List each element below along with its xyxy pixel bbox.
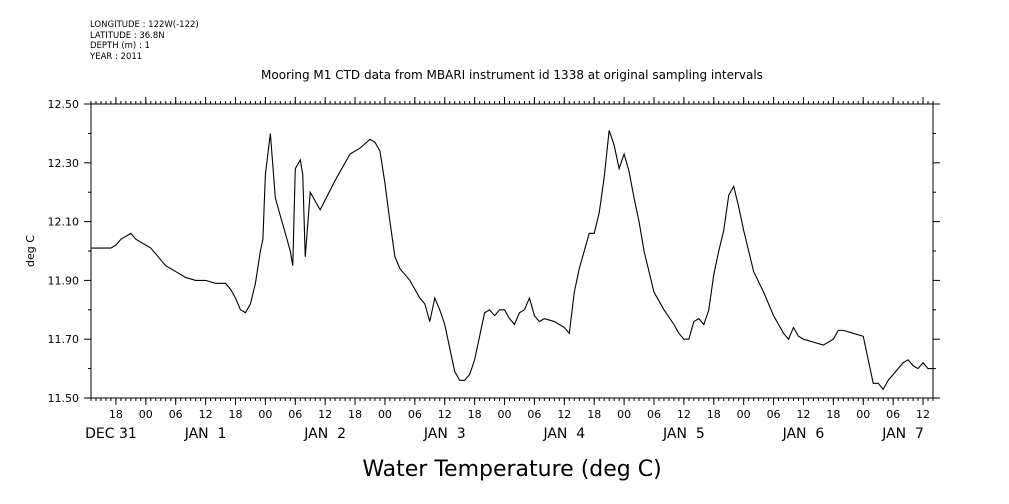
- x-hour-tick-label: 00: [856, 408, 870, 421]
- x-hour-tick-label: 06: [408, 408, 422, 421]
- metadata-block: LONGITUDE : 122W(-122) LATITUDE : 36.8N …: [90, 20, 199, 62]
- x-hour-tick-label: 18: [348, 408, 362, 421]
- chart-bottom-title: Water Temperature (deg C): [362, 457, 661, 482]
- x-hour-tick-label: 06: [527, 408, 541, 421]
- y-tick-label: 11.70: [48, 333, 80, 346]
- y-tick-label: 11.90: [48, 274, 80, 287]
- y-tick-label: 12.10: [48, 216, 80, 229]
- x-hour-tick-label: 18: [468, 408, 482, 421]
- x-day-label: JAN 2: [303, 426, 346, 442]
- x-hour-tick-label: 00: [258, 408, 272, 421]
- x-hour-tick-label: 00: [378, 408, 392, 421]
- x-hour-tick-label: 12: [438, 408, 452, 421]
- x-axis-ticks: 18 00 06 12 18 00 06 12 18 00 06 12 18 00 06 12 18 00 06 12…: [85, 97, 930, 442]
- depth-label: DEPTH (m) : 1: [90, 41, 150, 51]
- x-day-label: JAN 5: [662, 426, 705, 442]
- x-hour-tick-label: 12: [199, 408, 213, 421]
- y-tick-label: 12.30: [48, 157, 80, 170]
- x-day-label: JAN 7: [881, 426, 924, 442]
- latitude-label: LATITUDE : 36.8N: [90, 30, 165, 41]
- x-hour-tick-label: 00: [617, 408, 631, 421]
- y-axis-ticks: 11.50 11.70 11.90 12.10 12.30 12.50: [48, 98, 940, 405]
- hour-minor-ticks: [90, 101, 934, 401]
- x-hour-tick-label: 00: [737, 408, 751, 421]
- x-day-label: DEC 31: [85, 426, 137, 442]
- x-hour-tick-label: 18: [826, 408, 840, 421]
- x-hour-tick-label: 06: [767, 408, 781, 421]
- x-hour-tick-label: 18: [228, 408, 242, 421]
- x-hour-tick-label: 06: [288, 408, 302, 421]
- x-day-label: JAN 3: [423, 426, 466, 442]
- x-hour-tick-label: 12: [796, 408, 810, 421]
- x-hour-tick-label: 06: [886, 408, 900, 421]
- x-hour-tick-label: 00: [139, 408, 153, 421]
- x-hour-tick-label: 12: [318, 408, 332, 421]
- x-hour-tick-label: 12: [916, 408, 930, 421]
- temperature-series-line: [91, 130, 933, 391]
- y-tick-label: 12.50: [48, 98, 80, 111]
- x-day-label: JAN 4: [542, 426, 585, 442]
- y-tick-label: 11.50: [48, 392, 80, 405]
- minor-ticks: [90, 101, 934, 401]
- x-hour-tick-label: 12: [557, 408, 571, 421]
- x-hour-tick-label: 06: [169, 408, 183, 421]
- x-hour-tick-label: 18: [707, 408, 721, 421]
- year-label: YEAR : 2011: [90, 51, 143, 62]
- x-hour-tick-label: 00: [498, 408, 512, 421]
- x-hour-tick-label: 18: [587, 408, 601, 421]
- plot-frame: [90, 103, 934, 399]
- x-day-label: JAN 6: [782, 426, 825, 442]
- x-hour-tick-label: 12: [677, 408, 691, 421]
- x-hour-tick-label: 06: [647, 408, 661, 421]
- y-axis-label: deg C: [24, 235, 37, 267]
- x-hour-tick-label: 18: [109, 408, 123, 421]
- x-day-label: JAN 1: [184, 426, 227, 442]
- longitude-label: LONGITUDE : 122W(-122): [90, 20, 199, 30]
- chart-title: Mooring M1 CTD data from MBARI instrumen…: [261, 68, 763, 82]
